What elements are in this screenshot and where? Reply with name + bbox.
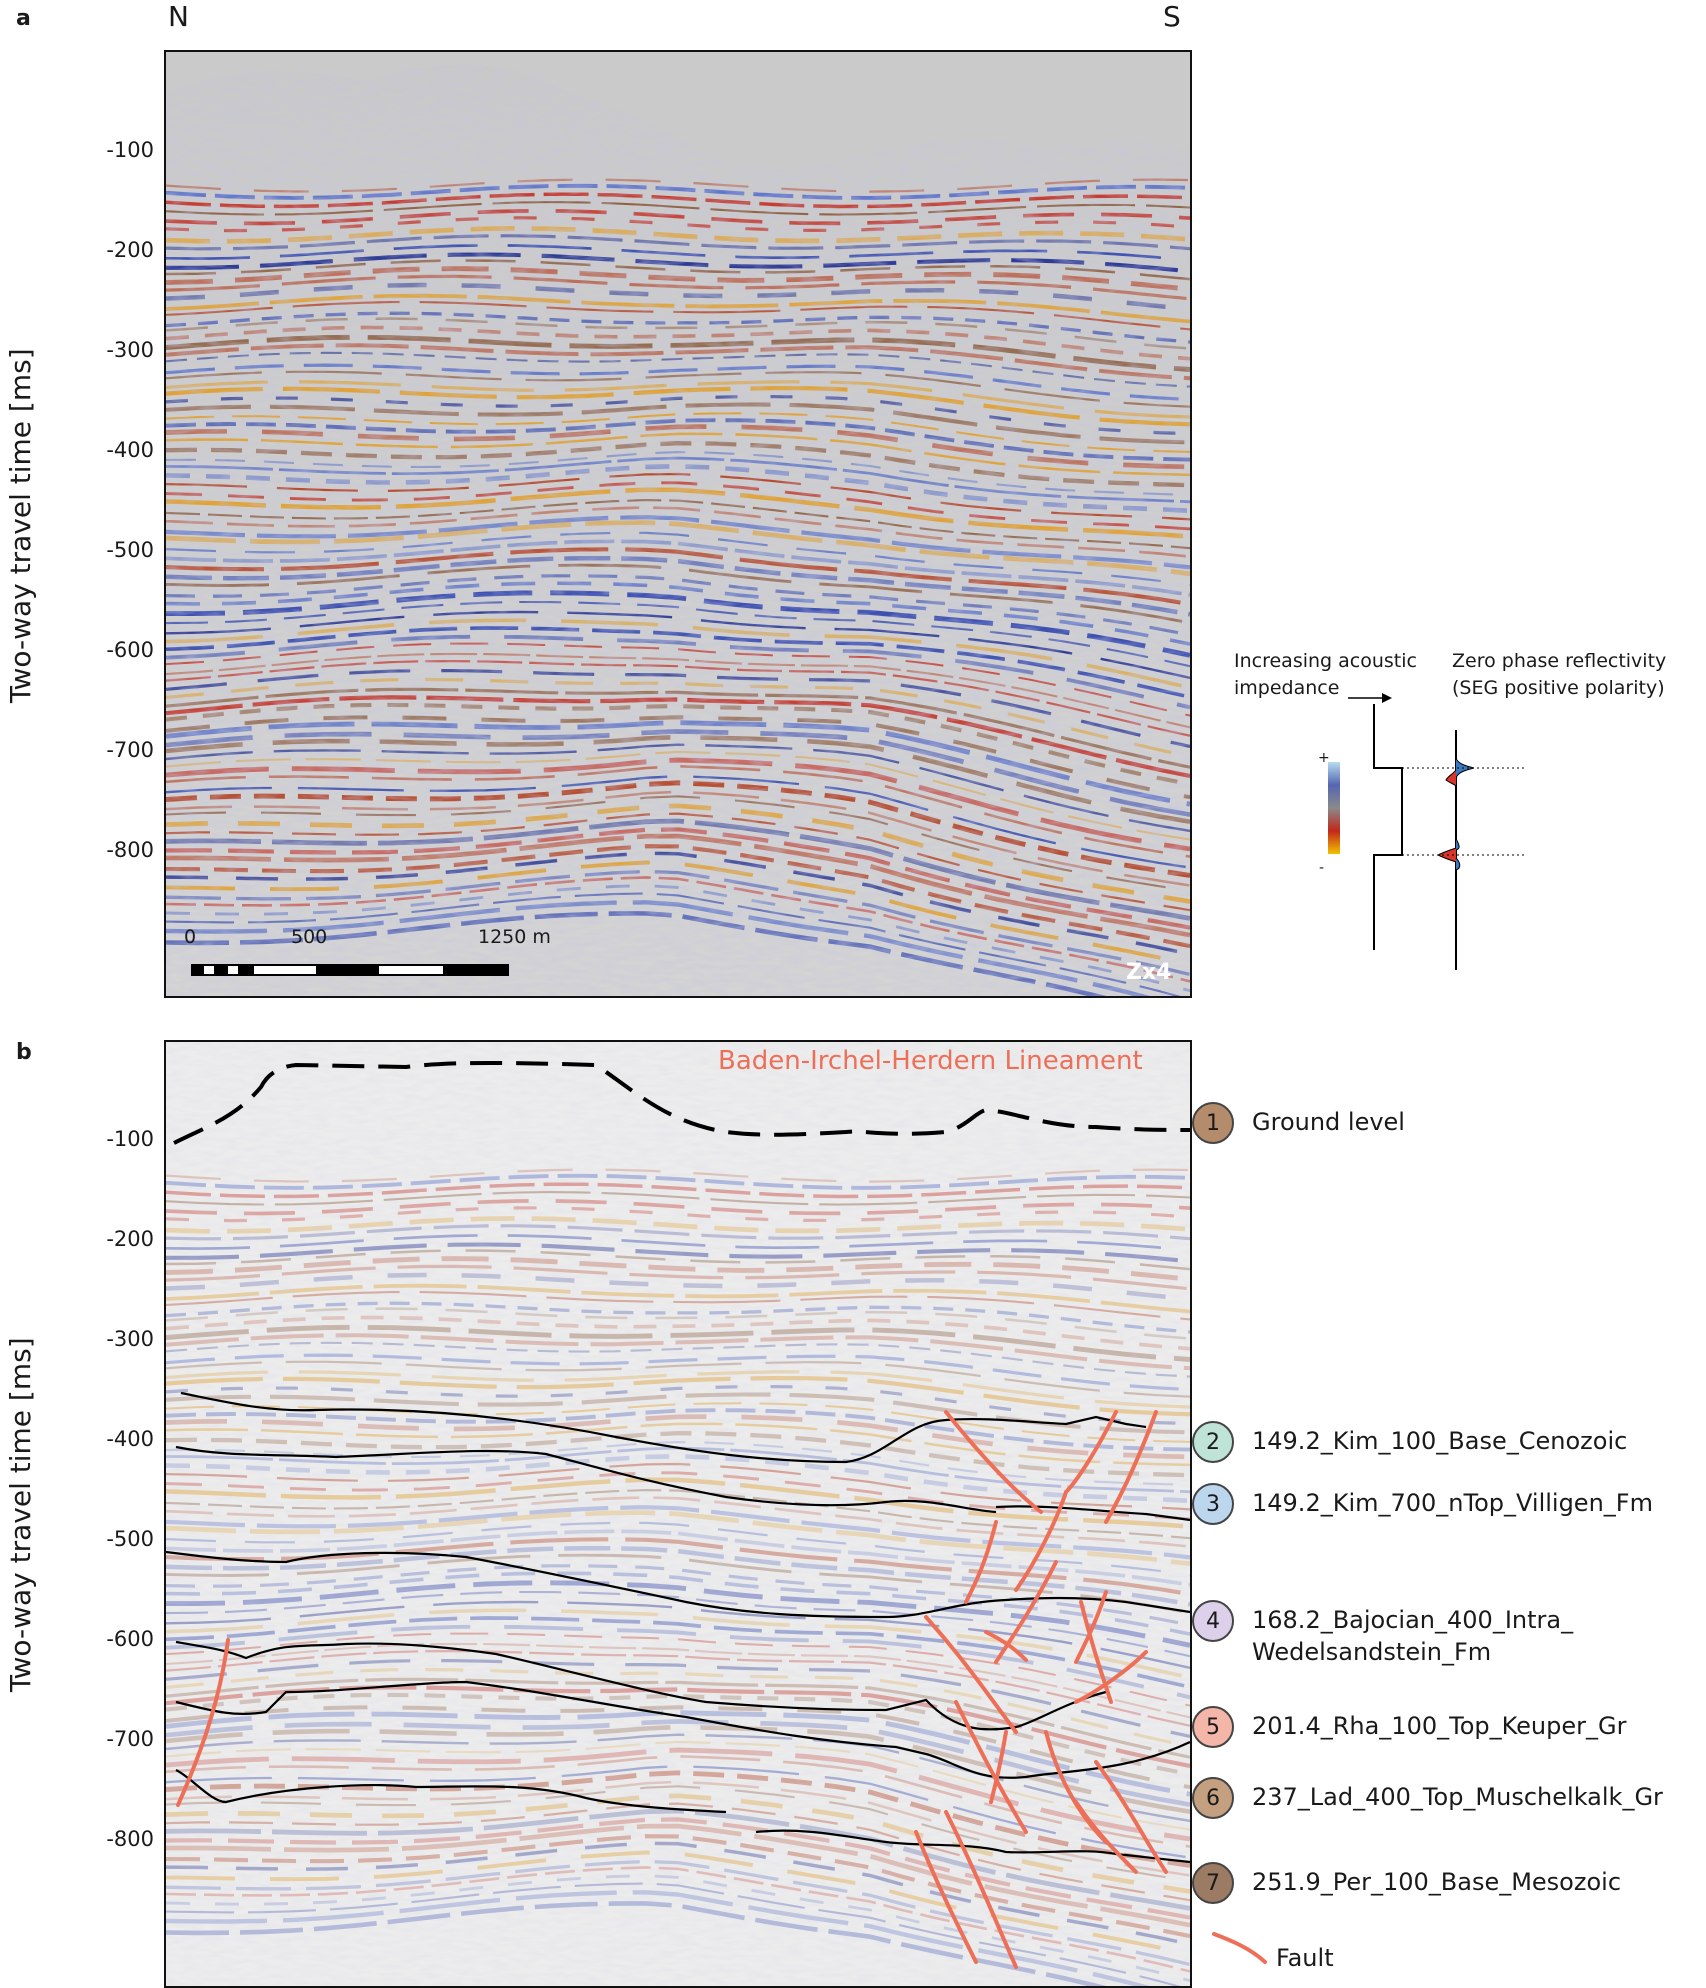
- fault-legend-symbol: [1212, 1932, 1267, 1964]
- panel-b-y-tick-label: -200: [106, 1227, 154, 1251]
- horizon-label: 149.2_Kim_100_Base_Cenozoic: [1252, 1427, 1628, 1455]
- south-label: S: [1163, 0, 1181, 33]
- horizon-number-circle: 3: [1192, 1483, 1234, 1525]
- panel-a-letter: a: [16, 6, 31, 31]
- interpretation-image-b: [166, 1042, 1190, 1986]
- fault-lines: [176, 1410, 1168, 1969]
- panel-b-y-tick-label: -500: [106, 1527, 154, 1551]
- panel-a-y-tick-label: -700: [106, 738, 154, 762]
- panel-a-y-tick-label: -200: [106, 238, 154, 262]
- seismic-image-a: [166, 52, 1190, 996]
- impedance-title: Increasing acoustic impedance: [1234, 650, 1417, 699]
- view-label: Zx4: [1126, 960, 1172, 985]
- scale-label-500: 500: [291, 926, 328, 948]
- horizon-number-circle: 4: [1192, 1600, 1234, 1642]
- scale-bar: [191, 964, 509, 976]
- horizon-label: 149.2_Kim_700_nTop_Villigen_Fm: [1252, 1489, 1653, 1517]
- panel-b-y-tick-label: -400: [106, 1427, 154, 1451]
- horizon-label: 237_Lad_400_Top_Muschelkalk_Gr: [1252, 1783, 1663, 1811]
- lineament-label: Baden-Irchel-Herdern Lineament: [718, 1046, 1143, 1076]
- panel-a-y-tick-label: -300: [106, 338, 154, 362]
- horizon-label: 251.9_Per_100_Base_Mesozoic: [1252, 1868, 1622, 1896]
- amplitude-colorbar: [1328, 762, 1340, 854]
- horizon-label: 168.2_Bajocian_400_Intra_ Wedelsandstein…: [1252, 1606, 1574, 1666]
- panel-b-y-tick-label: -700: [106, 1727, 154, 1751]
- panel-a-y-tick-label: -500: [106, 538, 154, 562]
- impedance-diagram: [1328, 693, 1526, 970]
- impedance-minus: -: [1319, 860, 1325, 876]
- ground-level-line: [173, 1060, 1190, 1145]
- panel-b-y-tick-label: -600: [106, 1627, 154, 1651]
- panel-b-y-axis-title: Two-way travel time [ms]: [4, 1337, 37, 1692]
- horizon-label: Ground level: [1252, 1108, 1405, 1136]
- scale-label-0: 0: [184, 926, 197, 948]
- reflectivity-title: Zero phase reflectivity (SEG positive po…: [1452, 650, 1667, 699]
- horizon-number-circle: 5: [1192, 1706, 1234, 1748]
- horizon-number-circle: 2: [1192, 1421, 1234, 1463]
- panel-b-y-tick-label: -800: [106, 1827, 154, 1851]
- impedance-plus: +: [1318, 750, 1330, 766]
- fault-legend-label: Fault: [1276, 1944, 1334, 1972]
- panel-b-letter: b: [16, 1040, 32, 1065]
- horizon-number-circle: 6: [1192, 1777, 1234, 1819]
- scale-label-1250: 1250 m: [478, 926, 551, 948]
- panel-a-y-tick-label: -600: [106, 638, 154, 662]
- horizon-lines: [166, 1391, 1190, 1864]
- horizon-label: 201.4_Rha_100_Top_Keuper_Gr: [1252, 1712, 1627, 1740]
- panel-a-y-tick-label: -800: [106, 838, 154, 862]
- interpreted-section-b: Baden-Irchel-Herdern Lineament: [164, 1040, 1192, 1988]
- panel-b-y-tick-label: -100: [106, 1127, 154, 1151]
- panel-a-y-tick-label: -100: [106, 138, 154, 162]
- horizon-number-circle: 7: [1192, 1862, 1234, 1904]
- panel-b-y-tick-label: -300: [106, 1327, 154, 1351]
- north-label: N: [168, 0, 189, 33]
- panel-a-y-tick-label: -400: [106, 438, 154, 462]
- horizon-number-circle: 1: [1192, 1102, 1234, 1144]
- panel-a-y-axis-title: Two-way travel time [ms]: [4, 348, 37, 703]
- seismic-section-a: 0 500 1250 m Zx4: [164, 50, 1192, 998]
